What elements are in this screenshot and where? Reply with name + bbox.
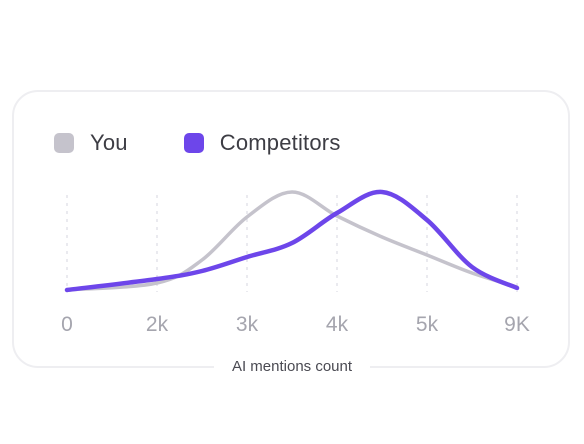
- legend-swatch-competitors: [183, 133, 204, 153]
- x-tick-label: 0: [61, 313, 73, 336]
- legend-item-you: You: [54, 130, 128, 156]
- legend-swatch-you: [54, 133, 74, 153]
- legend-label-you: You: [90, 130, 128, 155]
- x-tick-label: 4k: [326, 313, 349, 336]
- x-tick-label: 5k: [416, 313, 439, 336]
- x-tick-label: 9K: [504, 313, 530, 336]
- x-axis-title-wrap: AI mentions count: [0, 358, 584, 376]
- x-tick-label: 3k: [236, 313, 259, 336]
- x-axis-title: AI mentions count: [213, 358, 371, 375]
- x-tick-label: 2k: [146, 313, 169, 336]
- series-line-competitors: [64, 189, 520, 293]
- chart-legend: You Competitors: [54, 130, 397, 156]
- chart-card: [12, 90, 570, 368]
- legend-label-competitors: Competitors: [219, 130, 341, 155]
- legend-item-competitors: Competitors: [183, 130, 341, 156]
